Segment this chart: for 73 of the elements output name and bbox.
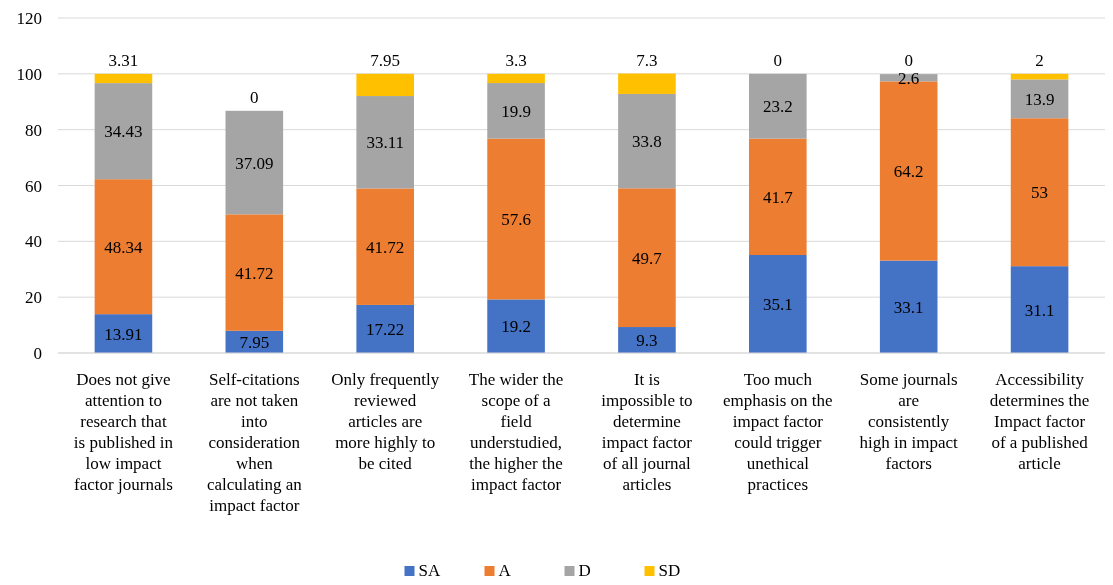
data-label: 23.2 [762, 97, 793, 117]
data-label: 19.2 [501, 317, 531, 337]
x-tick-label: Only frequently reviewed articles are more highly to be cited [331, 370, 440, 473]
data-label: 7.3 [636, 50, 658, 70]
y-tick-label: 20 [25, 288, 42, 308]
data-label: 41.72 [366, 237, 405, 257]
legend-label: D [578, 561, 591, 580]
bar [487, 138, 545, 300]
bar [749, 138, 807, 256]
bar [487, 73, 545, 84]
data-label: 33.11 [366, 133, 404, 153]
data-label: 41.72 [235, 263, 274, 283]
bar [94, 179, 153, 315]
data-label: 35.1 [762, 295, 793, 315]
bar [749, 73, 807, 139]
data-label: 7.95 [239, 332, 270, 352]
data-label: 49.7 [632, 248, 663, 268]
x-tick-label: Some journals are consistently high in impact factors [859, 370, 959, 473]
bar [356, 188, 414, 305]
legend-label: SD [658, 561, 681, 580]
bar [487, 299, 545, 353]
bar [356, 73, 414, 97]
data-label: 0 [773, 50, 783, 70]
data-label: 31.1 [1024, 300, 1055, 320]
data-label: 33.8 [632, 132, 662, 152]
bar [94, 83, 153, 180]
y-tick-label: 0 [33, 344, 42, 363]
data-label: 34.43 [104, 122, 143, 142]
data-label: 37.09 [235, 153, 274, 173]
x-tick-label: Accessibility determines the Impact factor of a published article [989, 370, 1090, 473]
bar [487, 83, 545, 139]
x-tick-label: Too much emphasis on the impact factor could trigger unethical practices [723, 370, 833, 494]
legend-label: A [498, 561, 512, 580]
x-tick-label: The wider the scope of a field understudied, the higher the impact factor [468, 370, 564, 494]
bar [225, 110, 284, 215]
y-tick-label: 40 [25, 232, 42, 252]
data-label: 33.1 [893, 297, 924, 317]
x-tick-label: It is impossible to determine impact factor of all journal articles [601, 370, 693, 494]
bar [225, 214, 284, 331]
data-label: 53 [1031, 183, 1049, 203]
data-label: 9.3 [636, 331, 658, 351]
bar [356, 304, 414, 353]
data-label: 17.22 [366, 319, 405, 339]
bar [618, 73, 676, 94]
bar [618, 188, 676, 328]
data-label: 7.95 [370, 50, 401, 70]
x-tick-label: Self-citations are not taken into consideration when calculating an impact factor [206, 370, 303, 515]
legend-label: SA [418, 561, 441, 580]
bar [94, 73, 153, 84]
bar [749, 255, 807, 353]
data-label: 0 [250, 87, 259, 107]
bar [1010, 79, 1069, 119]
data-label: 48.34 [104, 237, 144, 257]
data-label: 13.91 [104, 324, 143, 344]
data-label: 57.6 [501, 210, 531, 229]
y-tick-label: 60 [25, 176, 42, 196]
data-label: 64.2 [893, 161, 924, 181]
y-tick-label: 120 [16, 9, 42, 28]
data-label: 13.9 [1024, 89, 1055, 109]
data-label: 3.3 [505, 50, 527, 70]
data-label: 0 [904, 51, 913, 71]
bar [1010, 118, 1069, 267]
bar [618, 93, 676, 189]
x-tick-label: Does not give attention to research that is published in low impact factor journals [73, 370, 174, 494]
bar [879, 260, 938, 353]
y-tick-label: 80 [25, 120, 42, 140]
data-label: 3.31 [108, 50, 139, 70]
y-tick-label: 100 [16, 64, 42, 84]
bar [1010, 266, 1069, 353]
bar [356, 96, 414, 189]
data-label: 41.7 [762, 187, 794, 207]
data-label: 19.9 [501, 101, 531, 121]
data-label: 2 [1035, 50, 1044, 70]
